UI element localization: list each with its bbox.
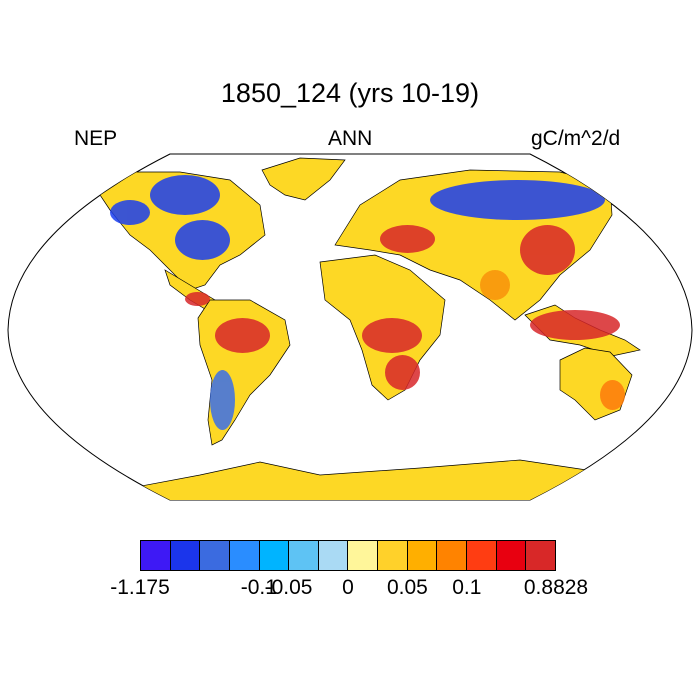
colorbar-tick-label: -1.175 [110, 576, 170, 599]
colorbar-box [407, 541, 438, 570]
colorbar-box [437, 541, 468, 570]
region-amazon [215, 318, 270, 353]
colorbar-box [496, 541, 527, 570]
region-southern-south-america [210, 370, 235, 430]
region-north-america-boreal [150, 175, 220, 215]
region-europe [380, 225, 435, 253]
region-east-asia [520, 225, 575, 275]
units-label: gC/m^2/d [531, 127, 621, 150]
colorbar-box [200, 541, 230, 570]
region-southeast-asia [530, 310, 620, 340]
colorbar-box [526, 541, 555, 570]
region-india [480, 270, 510, 300]
region-east-australia [600, 380, 625, 410]
colorbar-tick-label: -0.05 [264, 576, 313, 599]
colorbar-box [378, 541, 408, 570]
colorbar [140, 540, 556, 571]
colorbar-box [318, 541, 349, 570]
colorbar-box [289, 541, 319, 570]
continent-greenland [261, 157, 346, 201]
colorbar-box [467, 541, 497, 570]
colorbar-tick-label: 0.05 [386, 576, 428, 599]
colorbar-box [229, 541, 260, 570]
colorbar-tick-label: -0.1 [240, 576, 277, 599]
map-title: 1850_124 (yrs 10-19) [220, 78, 480, 108]
colorbar-box [259, 541, 290, 570]
region-north-america-boreal [110, 200, 150, 225]
region-southern-africa [385, 355, 420, 390]
colorbar-box [348, 541, 379, 570]
colorbar-tick-label: 0.1 [452, 576, 482, 599]
region-central-america [185, 292, 210, 306]
season-label: ANN [328, 127, 373, 150]
colorbar-box [170, 541, 201, 570]
colorbar-tick-label: 0.8828 [523, 576, 589, 599]
region-central-africa [362, 318, 422, 353]
variable-label: NEP [74, 127, 118, 150]
colorbar-tick-label: 0 [342, 576, 354, 599]
region-eastern-us [175, 220, 230, 260]
continent-antarctica [109, 459, 641, 500]
region-siberia [430, 180, 605, 220]
colorbar-box [141, 541, 171, 570]
